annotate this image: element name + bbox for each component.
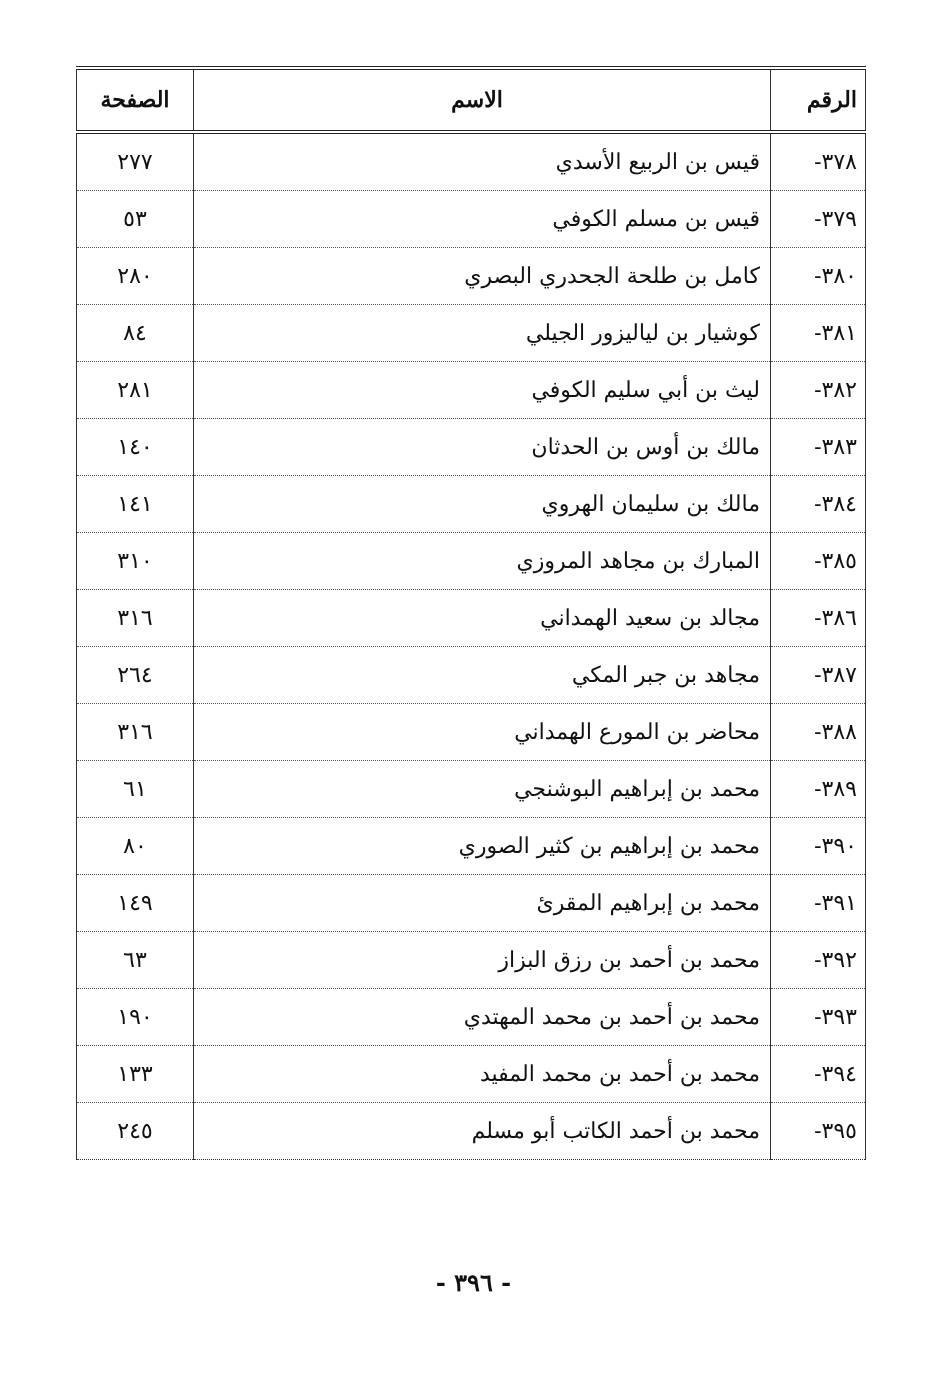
cell-number: ٣٨٦- — [770, 589, 866, 647]
table-row: ٣٨٢- ليث بن أبي سليم الكوفي ٢٨١ — [76, 361, 866, 419]
table-row: ٣٨٦- مجالد بن سعيد الهمداني ٣١٦ — [76, 589, 866, 647]
table-row: ٣٨٠- كامل بن طلحة الجحدري البصري ٢٨٠ — [76, 247, 866, 305]
table-row: ٣٩٢- محمد بن أحمد بن رزق البزاز ٦٣ — [76, 931, 866, 989]
cell-page: ٢٧٧ — [76, 132, 194, 191]
cell-page: ٥٣ — [76, 190, 194, 248]
cell-number: ٣٩١- — [770, 874, 866, 932]
table-row: ٣٧٩- قيس بن مسلم الكوفي ٥٣ — [76, 190, 866, 248]
table-row: ٣٨٧- مجاهد بن جبر المكي ٢٦٤ — [76, 646, 866, 704]
cell-name: محمد بن إبراهيم المقرئ — [193, 874, 771, 932]
cell-page: ٢٨٠ — [76, 247, 194, 305]
table-header-row: الرقم الاسم الصفحة — [76, 66, 866, 134]
cell-number: ٣٨٧- — [770, 646, 866, 704]
cell-number: ٣٨١- — [770, 304, 866, 362]
cell-page: ١٣٣ — [76, 1045, 194, 1103]
table-row: ٣٩٤- محمد بن أحمد بن محمد المفيد ١٣٣ — [76, 1045, 866, 1103]
table-row: ٣٨١- كوشيار بن لياليزور الجيلي ٨٤ — [76, 304, 866, 362]
cell-name: محمد بن أحمد بن محمد المهتدي — [193, 988, 771, 1046]
table-row: ٣٨٤- مالك بن سليمان الهروي ١٤١ — [76, 475, 866, 533]
header-page: الصفحة — [76, 66, 194, 134]
cell-name: قيس بن الربيع الأسدي — [193, 132, 771, 191]
cell-page: ٨٠ — [76, 817, 194, 875]
cell-name: محمد بن إبراهيم بن كثير الصوري — [193, 817, 771, 875]
cell-page: ١٩٠ — [76, 988, 194, 1046]
cell-name: مالك بن أوس بن الحدثان — [193, 418, 771, 476]
table-row: ٣٩٠- محمد بن إبراهيم بن كثير الصوري ٨٠ — [76, 817, 866, 875]
cell-number: ٣٩٢- — [770, 931, 866, 989]
cell-number: ٣٧٨- — [770, 132, 866, 191]
cell-name: مالك بن سليمان الهروي — [193, 475, 771, 533]
cell-name: المبارك بن مجاهد المروزي — [193, 532, 771, 590]
cell-number: ٣٨٤- — [770, 475, 866, 533]
cell-name: محمد بن أحمد بن محمد المفيد — [193, 1045, 771, 1103]
page-number: - ٣٩٦ - — [435, 1268, 512, 1297]
header-name: الاسم — [193, 66, 771, 134]
cell-number: ٣٩٤- — [770, 1045, 866, 1103]
cell-number: ٣٨٣- — [770, 418, 866, 476]
cell-name: كامل بن طلحة الجحدري البصري — [193, 247, 771, 305]
table-row: ٣٩٣- محمد بن أحمد بن محمد المهتدي ١٩٠ — [76, 988, 866, 1046]
table-row: ٣٧٨- قيس بن الربيع الأسدي ٢٧٧ — [76, 132, 866, 191]
cell-page: ٣١٠ — [76, 532, 194, 590]
cell-name: محمد بن أحمد بن رزق البزاز — [193, 931, 771, 989]
table-row: ٣٨٥- المبارك بن مجاهد المروزي ٣١٠ — [76, 532, 866, 590]
cell-name: كوشيار بن لياليزور الجيلي — [193, 304, 771, 362]
cell-page: ٣١٦ — [76, 703, 194, 761]
cell-number: ٣٩٠- — [770, 817, 866, 875]
header-number: الرقم — [770, 66, 866, 134]
cell-page: ٢٦٤ — [76, 646, 194, 704]
cell-number: ٣٨٢- — [770, 361, 866, 419]
cell-number: ٣٨٩- — [770, 760, 866, 818]
cell-number: ٣٩٣- — [770, 988, 866, 1046]
cell-page: ٢٨١ — [76, 361, 194, 419]
cell-name: مجاهد بن جبر المكي — [193, 646, 771, 704]
cell-name: مجالد بن سعيد الهمداني — [193, 589, 771, 647]
cell-number: ٣٨٠- — [770, 247, 866, 305]
table-row: ٣٨٣- مالك بن أوس بن الحدثان ١٤٠ — [76, 418, 866, 476]
cell-page: ٨٤ — [76, 304, 194, 362]
cell-number: ٣٨٥- — [770, 532, 866, 590]
cell-page: ١٤٩ — [76, 874, 194, 932]
table-row: ٣٨٩- محمد بن إبراهيم البوشنجي ٦١ — [76, 760, 866, 818]
cell-page: ١٤١ — [76, 475, 194, 533]
table-row: ٣٨٨- محاضر بن المورع الهمداني ٣١٦ — [76, 703, 866, 761]
cell-page: ٦٣ — [76, 931, 194, 989]
cell-page: ٣١٦ — [76, 589, 194, 647]
cell-name: قيس بن مسلم الكوفي — [193, 190, 771, 248]
cell-page: ٦١ — [76, 760, 194, 818]
index-table: الرقم الاسم الصفحة ٣٧٨- قيس بن الربيع الأ… — [76, 66, 866, 1160]
cell-number: ٣٩٥- — [770, 1102, 866, 1160]
cell-page: ١٤٠ — [76, 418, 194, 476]
table-row: ٣٩١- محمد بن إبراهيم المقرئ ١٤٩ — [76, 874, 866, 932]
cell-name: محاضر بن المورع الهمداني — [193, 703, 771, 761]
cell-number: ٣٧٩- — [770, 190, 866, 248]
cell-name: محمد بن أحمد الكاتب أبو مسلم — [193, 1102, 771, 1160]
cell-page: ٢٤٥ — [76, 1102, 194, 1160]
cell-name: محمد بن إبراهيم البوشنجي — [193, 760, 771, 818]
cell-name: ليث بن أبي سليم الكوفي — [193, 361, 771, 419]
table-row: ٣٩٥- محمد بن أحمد الكاتب أبو مسلم ٢٤٥ — [76, 1102, 866, 1160]
cell-number: ٣٨٨- — [770, 703, 866, 761]
